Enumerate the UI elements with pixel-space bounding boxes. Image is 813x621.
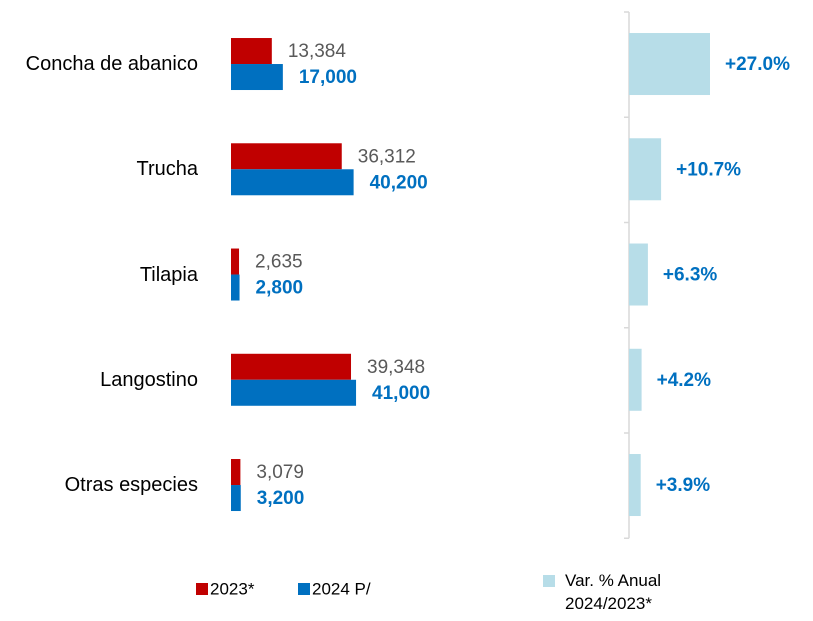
category-label: Tilapia: [139, 263, 198, 286]
legend-swatch: [543, 575, 555, 587]
bar: [629, 243, 648, 306]
bar: [629, 348, 642, 411]
bar: [231, 353, 352, 380]
legend-swatch: [196, 583, 208, 595]
value-label: 2,635: [255, 252, 303, 273]
value-label: +4.2%: [657, 370, 712, 391]
bar: [231, 143, 342, 170]
bar: [231, 485, 241, 512]
bar: [231, 379, 357, 406]
legend-label: 2023*: [210, 579, 255, 598]
value-label: 41,000: [372, 383, 430, 404]
bar: [629, 454, 641, 517]
value-label: 17,000: [299, 67, 357, 88]
category-label: Concha de abanico: [25, 53, 198, 76]
bar: [231, 38, 272, 65]
legend-label: 2024 P/: [312, 579, 371, 598]
value-label: 3,079: [256, 462, 304, 483]
legend-label: Var. % Anual 2024/2023*: [565, 571, 662, 613]
value-label: 13,384: [288, 41, 347, 62]
category-label: Trucha: [136, 158, 198, 181]
value-label: 36,312: [358, 146, 416, 167]
category-label: Otras especies: [64, 474, 198, 497]
value-label: 39,348: [367, 357, 425, 378]
bar: [629, 33, 710, 96]
value-label: +6.3%: [663, 265, 718, 286]
value-label: +10.7%: [676, 159, 741, 180]
value-label: 40,200: [370, 172, 428, 193]
bar: [231, 169, 354, 196]
bar: [231, 64, 283, 91]
bar: [629, 138, 662, 201]
value-label: +3.9%: [656, 475, 711, 496]
bar: [231, 248, 240, 275]
legend-swatch: [298, 583, 310, 595]
value-label: 2,800: [256, 278, 304, 299]
category-label: Langostino: [100, 368, 198, 391]
bar: [231, 459, 241, 486]
value-label: 3,200: [257, 488, 305, 509]
bar: [231, 274, 240, 301]
value-label: +27.0%: [725, 54, 790, 75]
